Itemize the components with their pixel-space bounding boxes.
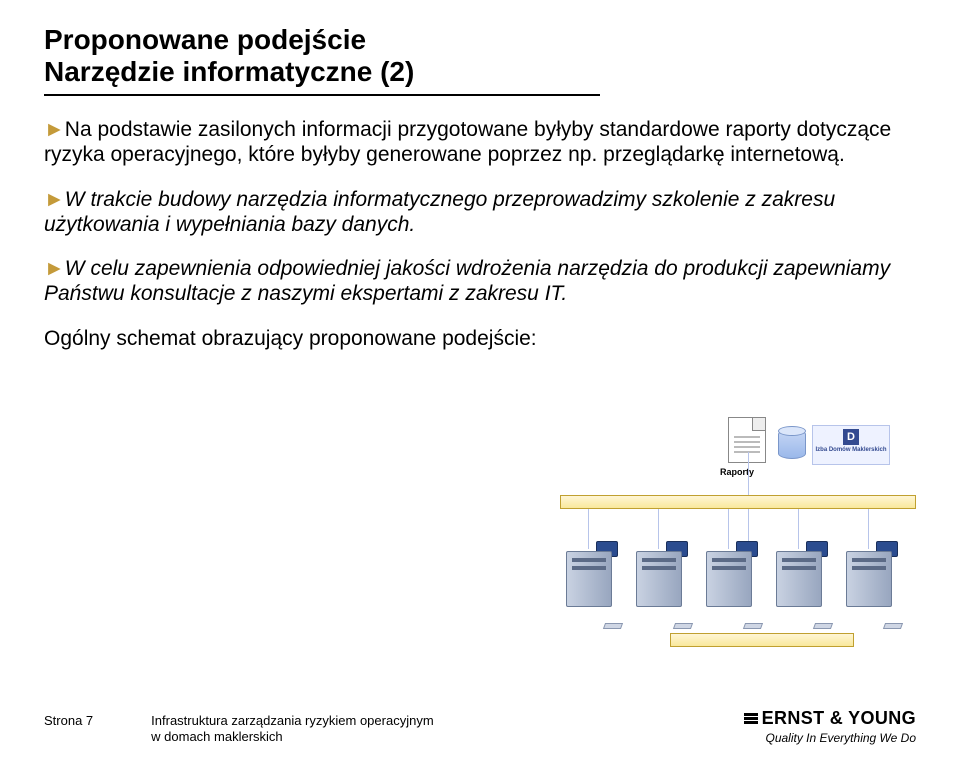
bullet-triangle-icon: ► bbox=[44, 188, 65, 211]
tower-icon bbox=[636, 551, 682, 607]
title-line-2: Narzędzie informatyczne (2) bbox=[44, 56, 414, 87]
org-badge-letter: D bbox=[843, 429, 859, 445]
bullet-triangle-icon: ► bbox=[44, 118, 65, 141]
server-node bbox=[846, 551, 892, 627]
paragraph-3: ►W celu zapewnienia odpowiedniej jakości… bbox=[44, 257, 916, 307]
org-badge-text: Izba Domów Maklerskich bbox=[813, 447, 889, 453]
paragraph-4: Ogólny schemat obrazujący proponowane po… bbox=[44, 327, 916, 352]
brand-name: ERNST & YOUNG bbox=[762, 708, 916, 729]
brand-tagline: Quality In Everything We Do bbox=[744, 731, 916, 745]
slide-footer: Strona 7 Infrastruktura zarządzania ryzy… bbox=[44, 708, 916, 745]
keyboard-icon bbox=[673, 623, 693, 629]
tower-icon bbox=[566, 551, 612, 607]
server-node bbox=[706, 551, 752, 627]
page-number: Strona 7 bbox=[44, 713, 93, 728]
brand-logo: ERNST & YOUNG bbox=[744, 708, 916, 729]
footer-caption-line1: Infrastruktura zarządzania ryzykiem oper… bbox=[151, 713, 434, 728]
paragraph-4-text: Ogólny schemat obrazujący proponowane po… bbox=[44, 327, 537, 350]
brand-bars-icon bbox=[744, 712, 758, 725]
paragraph-2-text: W trakcie budowy narzędzia informatyczne… bbox=[44, 188, 835, 236]
bullet-triangle-icon: ► bbox=[44, 257, 65, 280]
architecture-diagram: Raporty D Izba Domów Maklerskich bbox=[560, 417, 916, 647]
keyboard-icon bbox=[743, 623, 763, 629]
tower-icon bbox=[706, 551, 752, 607]
footer-caption-line2: w domach maklerskich bbox=[151, 729, 283, 744]
paragraph-1-text: Na podstawie zasilonych informacji przyg… bbox=[44, 118, 891, 166]
paragraph-2: ►W trakcie budowy narzędzia informatyczn… bbox=[44, 188, 916, 238]
connector-stub bbox=[868, 509, 869, 549]
connector-stub bbox=[658, 509, 659, 549]
keyboard-icon bbox=[603, 623, 623, 629]
brand-block: ERNST & YOUNG Quality In Everything We D… bbox=[744, 708, 916, 745]
keyboard-icon bbox=[813, 623, 833, 629]
keyboard-icon bbox=[883, 623, 903, 629]
connector-stub bbox=[798, 509, 799, 549]
paragraph-1: ►Na podstawie zasilonych informacji przy… bbox=[44, 118, 916, 168]
tower-icon bbox=[846, 551, 892, 607]
paragraph-3-text: W celu zapewnienia odpowiedniej jakości … bbox=[44, 257, 890, 305]
footer-caption: Infrastruktura zarządzania ryzykiem oper… bbox=[151, 713, 434, 746]
title-underline bbox=[44, 94, 600, 96]
bus-bar-bottom bbox=[670, 633, 854, 647]
slide-title: Proponowane podejście Narzędzie informat… bbox=[44, 24, 916, 88]
title-line-1: Proponowane podejście bbox=[44, 24, 366, 55]
server-node bbox=[566, 551, 612, 627]
server-node bbox=[636, 551, 682, 627]
database-icon bbox=[778, 429, 806, 459]
tower-icon bbox=[776, 551, 822, 607]
bus-bar-top bbox=[560, 495, 916, 509]
connector-stub bbox=[728, 509, 729, 549]
document-icon bbox=[728, 417, 766, 463]
server-node bbox=[776, 551, 822, 627]
connector-stub bbox=[588, 509, 589, 549]
org-badge: D Izba Domów Maklerskich bbox=[812, 425, 890, 465]
